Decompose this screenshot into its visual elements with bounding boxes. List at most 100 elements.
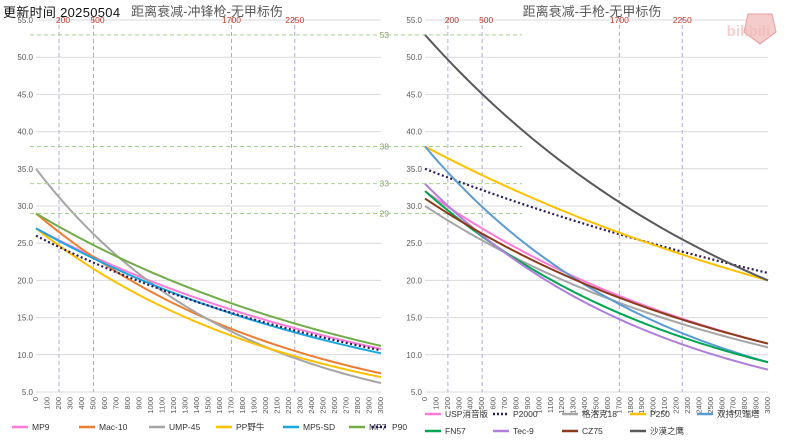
x-tick-label: 900: [523, 397, 532, 410]
series-line: [424, 182, 769, 371]
series-line: [35, 227, 382, 379]
series-line: [424, 197, 769, 345]
x-tick-label: 2900: [752, 397, 761, 414]
x-tick-label: 700: [112, 397, 121, 410]
x-tick-label: 2100: [273, 397, 282, 414]
update-date-label: 更新时间 20250504: [3, 5, 121, 20]
y-tick-label: 40.0: [17, 128, 33, 137]
y-tick-label: 45.0: [17, 90, 33, 99]
ref-label-x: 200: [56, 15, 70, 25]
series-line: [35, 168, 382, 385]
x-tick-label: 2200: [672, 397, 681, 414]
x-tick-label: 200: [443, 397, 452, 410]
y-tick-label: 50.0: [17, 53, 33, 62]
legend-label: P250: [650, 409, 670, 419]
ref-label-y: 33: [380, 179, 390, 189]
x-tick-label: 2400: [307, 397, 316, 414]
y-tick-label: 10.0: [17, 351, 33, 360]
series-line: [424, 190, 769, 364]
ref-label-x: 500: [479, 15, 493, 25]
y-tick-label: 40.0: [406, 128, 422, 137]
series-line: [35, 227, 382, 355]
x-tick-label: 1400: [580, 397, 589, 414]
y-tick-label: 45.0: [406, 90, 422, 99]
ref-label-y: 29: [380, 208, 390, 218]
x-tick-label: 1300: [569, 397, 578, 414]
x-tick-label: 300: [66, 397, 75, 410]
y-tick-label: 10.0: [406, 351, 422, 360]
legend-label: P90: [392, 422, 407, 432]
legend-item: UMP-45: [149, 422, 200, 432]
x-tick-label: 1000: [534, 397, 543, 414]
legend-item: USP消音版: [425, 409, 488, 419]
x-tick-label: 2800: [740, 397, 749, 414]
x-tick-label: 3000: [376, 397, 385, 414]
x-tick-label: 1100: [546, 397, 555, 413]
ref-label-x: 2250: [285, 15, 304, 25]
x-tick-label: 2300: [296, 397, 305, 414]
x-tick-label: 700: [500, 397, 509, 410]
x-tick-label: 0: [420, 397, 429, 401]
legend-item: P250: [630, 409, 670, 419]
x-tick-label: 1500: [592, 397, 601, 414]
watermark-text: bilibili: [727, 23, 770, 40]
y-tick-label: 5.0: [22, 388, 34, 397]
x-tick-label: 2900: [365, 397, 374, 414]
x-tick-label: 1200: [169, 397, 178, 414]
ref-label-x: 1700: [222, 15, 241, 25]
x-tick-label: 100: [431, 397, 440, 410]
x-tick-label: 500: [89, 397, 98, 410]
y-tick-label: 25.0: [406, 239, 422, 248]
x-tick-label: 2200: [284, 397, 293, 414]
ref-label-x: 200: [445, 15, 459, 25]
legend-label: P2000: [513, 409, 538, 419]
legend-label: MP5-SD: [303, 422, 335, 432]
series-line: [424, 167, 769, 275]
shield-icon: [743, 13, 777, 45]
x-tick-label: 500: [477, 397, 486, 410]
x-tick-label: 0: [31, 397, 40, 401]
legend-label: FN57: [445, 426, 466, 436]
legend-label: 格洛克18: [582, 409, 617, 419]
x-tick-label: 1000: [146, 397, 155, 414]
legend-label: MP9: [32, 422, 50, 432]
y-tick-label: 20.0: [17, 276, 33, 285]
series-line: [35, 227, 382, 350]
x-tick-label: 800: [123, 397, 132, 410]
ref-label-y: 38: [380, 141, 390, 151]
x-tick-label: 600: [100, 397, 109, 410]
legend-label: 双持贝瑞塔: [717, 409, 760, 419]
x-tick-label: 1700: [227, 397, 236, 414]
bilibili-watermark: bilibili: [727, 13, 777, 45]
x-tick-label: 2000: [649, 397, 658, 414]
series-line: [424, 34, 769, 282]
x-tick-label: 300: [454, 397, 463, 410]
x-tick-label: 2500: [706, 397, 715, 414]
chart-title: 距离衰减-手枪-无甲标伤: [523, 4, 662, 19]
legend-item: FN57: [425, 426, 466, 436]
x-tick-label: 2800: [353, 397, 362, 414]
series-line: [35, 234, 382, 352]
legend-item: CZ75: [562, 426, 603, 436]
chart-panel-2: 5.0 10.0 15.0 20.0 25.0 30.0 35.0 40.0 45.0 50.0 5…: [406, 4, 772, 436]
legend-label: USP消音版: [445, 409, 488, 419]
x-tick-label: 3000: [763, 397, 772, 414]
x-tick-label: 800: [511, 397, 520, 410]
x-tick-label: 2700: [342, 397, 351, 414]
series-line: [424, 145, 769, 364]
legend-item: MP9: [12, 422, 50, 432]
legend-label: 沙漠之鹰: [650, 426, 685, 436]
y-tick-label: 15.0: [406, 314, 422, 323]
x-tick-label: 2600: [330, 397, 339, 414]
x-tick-label: 1900: [250, 397, 259, 414]
legend-item: 双持贝瑞塔: [697, 409, 760, 419]
y-tick-label: 5.0: [411, 388, 423, 397]
legend-item: P2000: [493, 409, 538, 419]
y-tick-label: 30.0: [406, 202, 422, 211]
legend-item: MP5-SD: [283, 422, 335, 432]
legend-label: Tec-9: [513, 426, 534, 436]
chart-panel-1: 5.0 10.0 15.0 20.0 25.0 30.0 35.0 40.0 45.0 50.0 5…: [12, 4, 407, 432]
legend-label: UMP-45: [169, 422, 200, 432]
legend-item: Mac-10: [79, 422, 128, 432]
x-tick-label: 600: [489, 397, 498, 410]
